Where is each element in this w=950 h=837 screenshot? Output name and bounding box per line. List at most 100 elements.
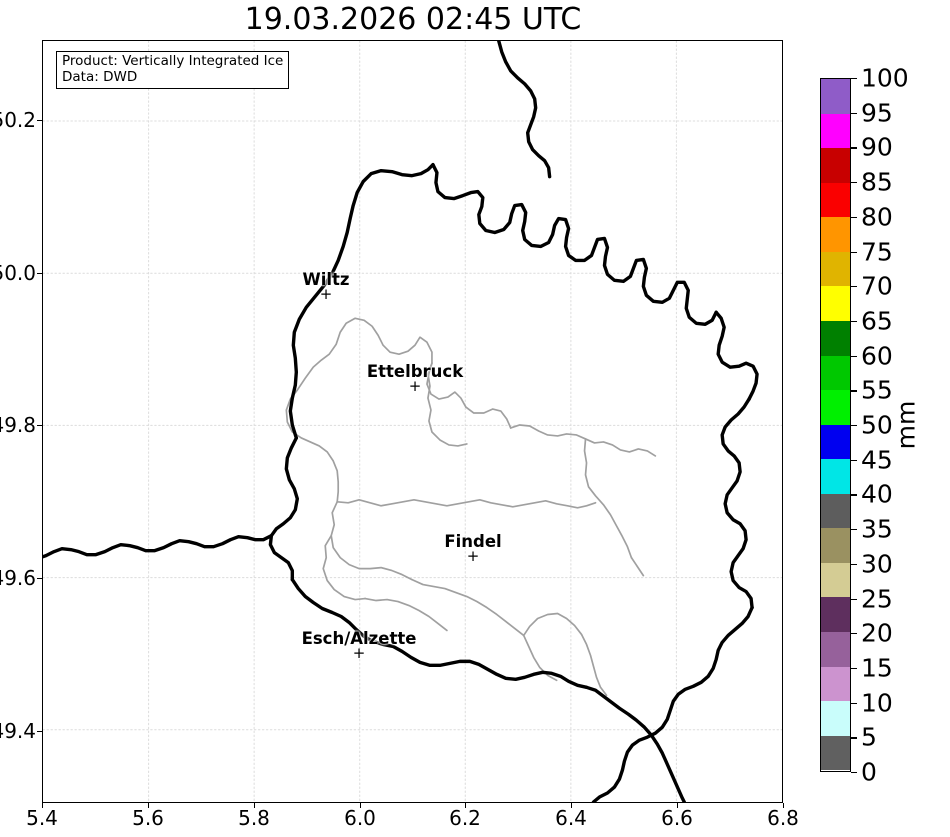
colorbar-tickmark (851, 147, 857, 149)
x-tickmark (360, 803, 361, 808)
x-tickmark (571, 803, 572, 808)
city-marker-esch-alzette[interactable]: Esch/Alzette + (301, 629, 417, 662)
gridlines (43, 41, 782, 802)
product-line: Product: Vertically Integrated Ice (62, 53, 284, 69)
colorbar-tickmark (851, 216, 857, 219)
colorbar-segment (821, 251, 850, 287)
colorbar-segment (821, 528, 850, 563)
y-tick-label: 50.2 (0, 108, 36, 133)
colorbar-segment (821, 562, 850, 598)
colorbar-segment (821, 459, 850, 494)
x-tick-label: 6.4 (555, 806, 587, 830)
x-tick-label: 6.2 (449, 806, 481, 830)
cantons (285, 317, 657, 697)
colorbar-tick-label: 50 (861, 410, 893, 440)
colorbar-tickmark (851, 772, 857, 774)
x-tick-label: 5.8 (238, 806, 270, 830)
x-tickmark (783, 803, 784, 808)
colorbar-tick-label: 30 (861, 549, 893, 579)
colorbar-tickmark (851, 633, 857, 635)
colorbar-tick-label: 10 (861, 688, 893, 718)
colorbar-unit-label: mm (891, 400, 921, 450)
colorbar-tickmark (851, 112, 857, 114)
colorbar-tick-label: 95 (861, 98, 893, 128)
colorbar-segment (821, 701, 850, 736)
y-tick-label: 49.4 (0, 718, 36, 743)
colorbar-tick-label: 60 (861, 341, 893, 371)
colorbar-tick-label: 80 (861, 202, 893, 232)
y-tickmark (37, 120, 42, 122)
x-tick-label: 6.8 (767, 806, 799, 830)
city-label-wiltz: Wiltz (302, 270, 350, 289)
colorbar-tickmark (851, 667, 857, 670)
x-tickmark (677, 803, 678, 808)
colorbar-segment (821, 424, 850, 460)
y-tickmark (37, 730, 42, 732)
colorbar-tick-label: 90 (861, 132, 893, 162)
colorbar-tick-label: 25 (861, 584, 893, 613)
borders (43, 41, 759, 802)
city-cross-ettelbruck: + (408, 377, 422, 395)
colorbar-segment (821, 632, 850, 667)
colorbar-tick-label: 20 (861, 618, 893, 648)
colorbar-tickmark (851, 459, 857, 461)
colorbar[interactable] (820, 78, 851, 772)
colorbar-tick-label: 70 (861, 271, 893, 301)
colorbar-segment (821, 320, 850, 356)
city-label-esch-alzette: Esch/Alzette (301, 629, 417, 648)
x-tick-label: 5.6 (132, 806, 164, 830)
x-tick-label: 6.6 (661, 806, 693, 830)
y-tickmark (37, 272, 42, 274)
map-render (43, 41, 782, 802)
colorbar-segment (821, 666, 850, 702)
x-tick-label: 6.0 (344, 806, 376, 830)
colorbar-tickmark (851, 737, 857, 739)
colorbar-segment (821, 355, 850, 391)
city-marker-findel[interactable]: Findel + (444, 532, 502, 565)
colorbar-tick-label: 85 (861, 167, 893, 197)
colorbar-tickmark (851, 78, 857, 80)
x-tickmark (254, 803, 255, 808)
colorbar-segment (821, 286, 850, 321)
city-label-findel: Findel (444, 532, 502, 551)
x-tickmark (42, 803, 43, 808)
y-tickmark (37, 578, 42, 579)
y-tickmark (37, 425, 42, 427)
colorbar-tick-label: 65 (861, 306, 893, 336)
map-plot-area[interactable]: Product: Vertically Integrated Ice Data:… (42, 40, 783, 803)
colorbar-tickmark (851, 529, 857, 531)
colorbar-segment (821, 217, 850, 252)
page-title: 19.03.2026 02:45 UTC (244, 2, 582, 37)
y-tick-label: 49.6 (0, 566, 36, 590)
colorbar-tick-label: 55 (861, 375, 893, 405)
city-cross-findel: + (466, 547, 480, 565)
y-tick-label: 49.8 (0, 413, 36, 438)
city-cross-esch-alzette: + (352, 644, 366, 662)
x-tickmark (148, 803, 149, 808)
y-tick-label: 50.0 (0, 260, 36, 285)
colorbar-tickmark (851, 320, 857, 323)
colorbar-segment (821, 390, 850, 425)
city-cross-wiltz: + (319, 285, 333, 303)
colorbar-segment (821, 113, 850, 149)
colorbar-tickmark (851, 702, 857, 704)
colorbar-tickmark (851, 355, 857, 357)
colorbar-segment (821, 735, 850, 771)
colorbar-tick-label: 0 (861, 757, 877, 787)
colorbar-tickmark (851, 563, 857, 566)
colorbar-tick-label: 100 (861, 63, 909, 93)
colorbar-tickmark (851, 286, 857, 288)
colorbar-tick-label: 45 (861, 445, 893, 475)
colorbar-tickmark (851, 425, 857, 427)
colorbar-segment (821, 148, 850, 183)
colorbar-tick-label: 15 (861, 653, 893, 683)
colorbar-tick-label: 35 (861, 514, 893, 544)
city-marker-ettelbruck[interactable]: Ettelbruck + (367, 363, 463, 395)
colorbar-tick-label: 75 (861, 237, 893, 266)
colorbar-tickmark (851, 494, 857, 496)
data-source-line: Data: DWD (62, 68, 138, 85)
colorbar-segment (821, 79, 850, 114)
colorbar-segment (821, 597, 850, 632)
city-marker-wiltz[interactable]: Wiltz + (302, 270, 350, 303)
